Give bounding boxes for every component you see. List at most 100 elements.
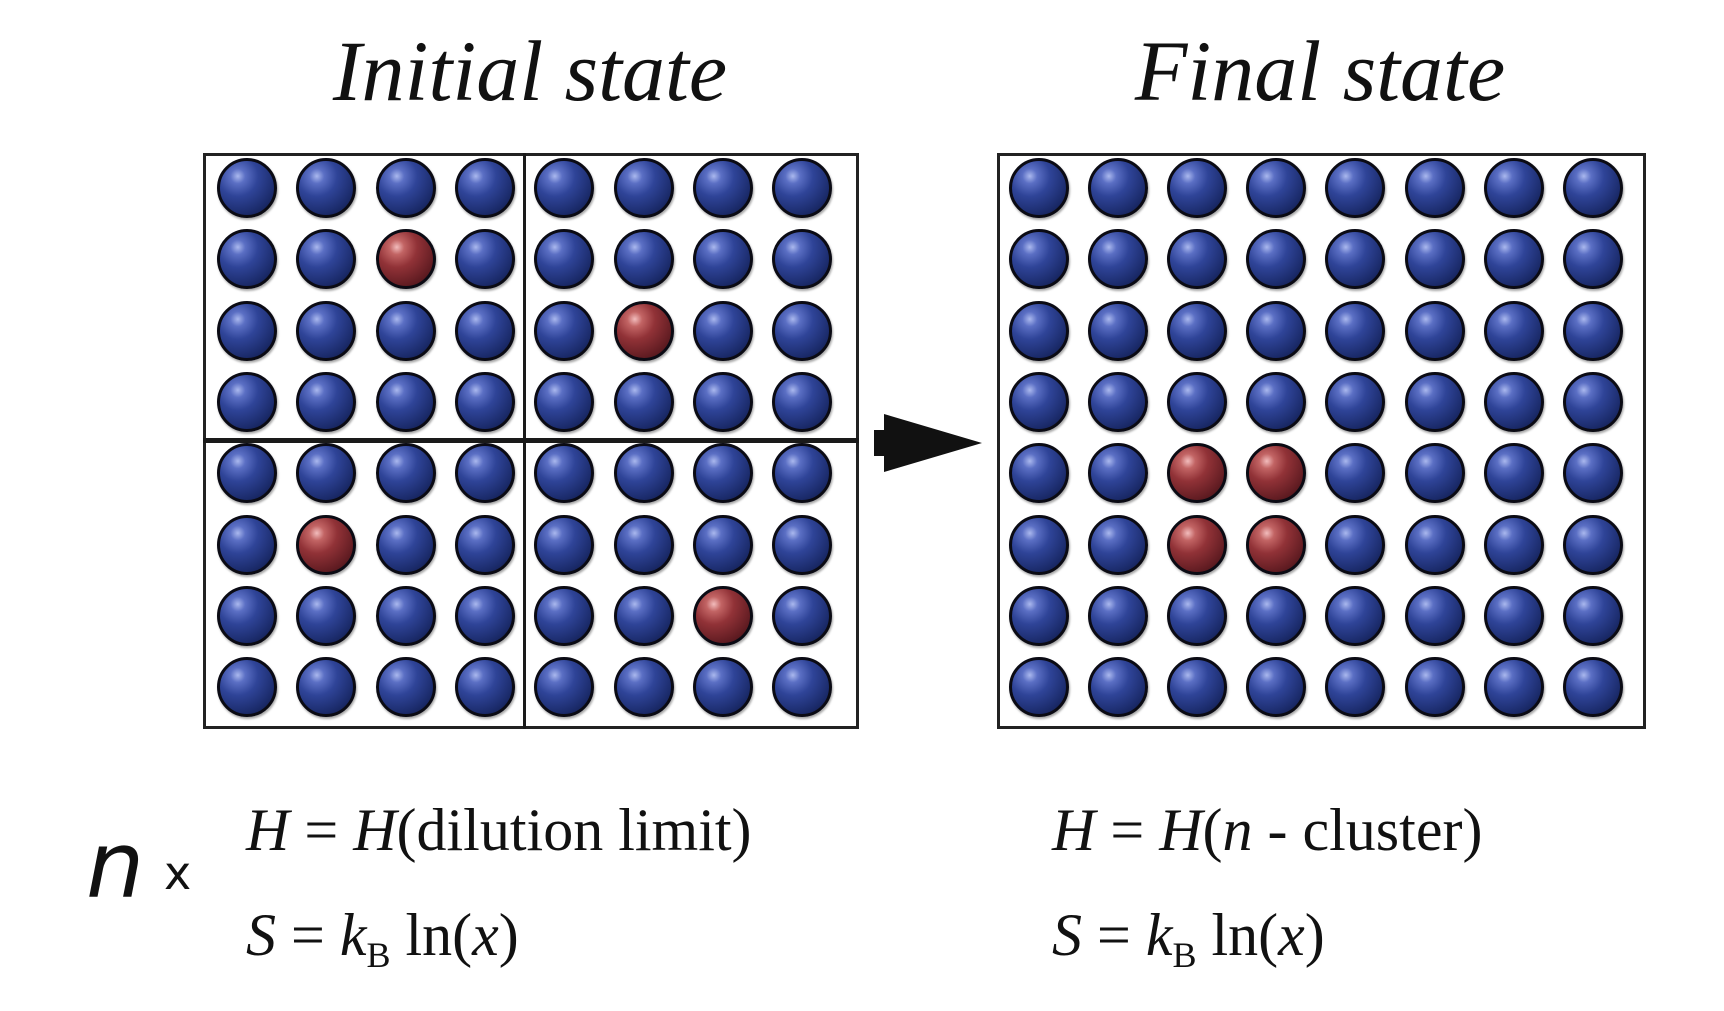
final-host-atom: [1483, 158, 1544, 218]
initial-host-atom: [375, 158, 436, 218]
initial-host-atom: [534, 514, 595, 575]
final-host-atom: [1562, 158, 1623, 218]
final-host-atom: [1246, 229, 1307, 290]
final-host-atom: [1325, 443, 1386, 504]
initial-host-atom: [772, 443, 833, 504]
initial-solute-atom: [296, 514, 357, 575]
final-host-atom: [1483, 371, 1544, 432]
initial-host-atom: [534, 657, 595, 718]
final-host-atom: [1088, 371, 1149, 432]
final-host-atom: [1562, 300, 1623, 361]
initial-host-atom: [692, 158, 753, 218]
eq-equals: =: [1097, 902, 1131, 968]
final-host-atom: [1404, 514, 1465, 575]
initial-host-atom: [375, 514, 436, 575]
initial-host-atom: [772, 514, 833, 575]
initial-host-atom: [534, 229, 595, 290]
final-host-atom: [1088, 514, 1149, 575]
final-host-atom: [1088, 158, 1149, 218]
final-host-atom: [1404, 371, 1465, 432]
final-solute-atom: [1167, 514, 1228, 575]
final-host-atom: [1562, 371, 1623, 432]
initial-host-atom: [613, 371, 674, 432]
right-arrow-icon: [874, 414, 982, 472]
final-host-atom: [1325, 657, 1386, 718]
initial-host-atom: [217, 657, 277, 718]
initial-host-atom: [692, 371, 753, 432]
final-host-atom: [1325, 371, 1386, 432]
final-host-atom: [1404, 585, 1465, 646]
initial-host-atom: [534, 443, 595, 504]
final-host-atom: [1404, 657, 1465, 718]
final-host-atom: [1325, 158, 1386, 218]
final-host-atom: [1483, 514, 1544, 575]
final-host-atom: [1088, 585, 1149, 646]
eq-var: x: [1278, 902, 1305, 968]
final-host-atom: [1246, 158, 1307, 218]
initial-enthalpy-equation: H = H(dilution limit): [246, 800, 752, 860]
initial-solute-atom: [692, 585, 753, 646]
final-host-atom: [1562, 657, 1623, 718]
eq-equals: =: [291, 902, 325, 968]
final-solute-atom: [1246, 443, 1307, 504]
eq-cluster: - cluster: [1252, 797, 1463, 863]
initial-host-atom: [217, 300, 277, 361]
final-host-atom: [1009, 229, 1069, 290]
initial-solute-atom: [613, 300, 674, 361]
eq-k: k: [339, 902, 367, 968]
eq-lhs: H: [246, 797, 290, 863]
final-host-atom: [1483, 443, 1544, 504]
final-host-atom: [1483, 300, 1544, 361]
final-host-atom: [1167, 300, 1228, 361]
eq-arg: dilution limit: [416, 797, 732, 863]
final-host-atom: [1009, 158, 1069, 218]
final-entropy-equation: S = kB ln(x): [1052, 905, 1325, 973]
final-host-atom: [1009, 371, 1069, 432]
final-solute-atom: [1167, 443, 1228, 504]
final-solute-atom: [1246, 514, 1307, 575]
initial-host-atom: [613, 229, 674, 290]
initial-host-atom: [375, 300, 436, 361]
initial-host-atom: [454, 514, 515, 575]
initial-host-atom: [613, 443, 674, 504]
initial-host-atom: [534, 371, 595, 432]
final-host-atom: [1009, 514, 1069, 575]
final-host-atom: [1562, 443, 1623, 504]
initial-entropy-equation: S = kB ln(x): [246, 905, 519, 973]
initial-host-atom: [772, 158, 833, 218]
final-host-atom: [1483, 657, 1544, 718]
final-host-atom: [1246, 371, 1307, 432]
initial-host-atom: [217, 514, 277, 575]
initial-host-atom: [296, 158, 357, 218]
initial-host-atom: [296, 300, 357, 361]
final-host-atom: [1562, 514, 1623, 575]
final-host-atom: [1246, 585, 1307, 646]
initial-host-atom: [217, 371, 277, 432]
initial-host-atom: [296, 585, 357, 646]
final-host-atom: [1562, 229, 1623, 290]
initial-host-atom: [692, 657, 753, 718]
eq-ln: ln(: [405, 902, 473, 968]
initial-host-atom: [772, 300, 833, 361]
initial-host-atom: [613, 585, 674, 646]
final-host-atom: [1325, 585, 1386, 646]
eq-func: H: [1159, 797, 1203, 863]
initial-host-atom: [613, 158, 674, 218]
initial-host-atom: [454, 300, 515, 361]
final-host-atom: [1088, 657, 1149, 718]
eq-close: ): [1304, 902, 1325, 968]
final-host-atom: [1483, 229, 1544, 290]
initial-host-atom: [375, 657, 436, 718]
final-state-title: Final state: [1134, 23, 1506, 119]
initial-host-atom: [772, 657, 833, 718]
initial-host-atom: [772, 585, 833, 646]
eq-open: (: [396, 797, 417, 863]
initial-host-atom: [772, 229, 833, 290]
eq-close: ): [1462, 797, 1483, 863]
final-enthalpy-equation: H = H(n - cluster): [1052, 800, 1482, 860]
initial-host-atom: [296, 229, 357, 290]
final-host-atom: [1009, 443, 1069, 504]
initial-host-atom: [296, 657, 357, 718]
initial-solute-atom: [375, 229, 436, 290]
final-host-atom: [1088, 229, 1149, 290]
